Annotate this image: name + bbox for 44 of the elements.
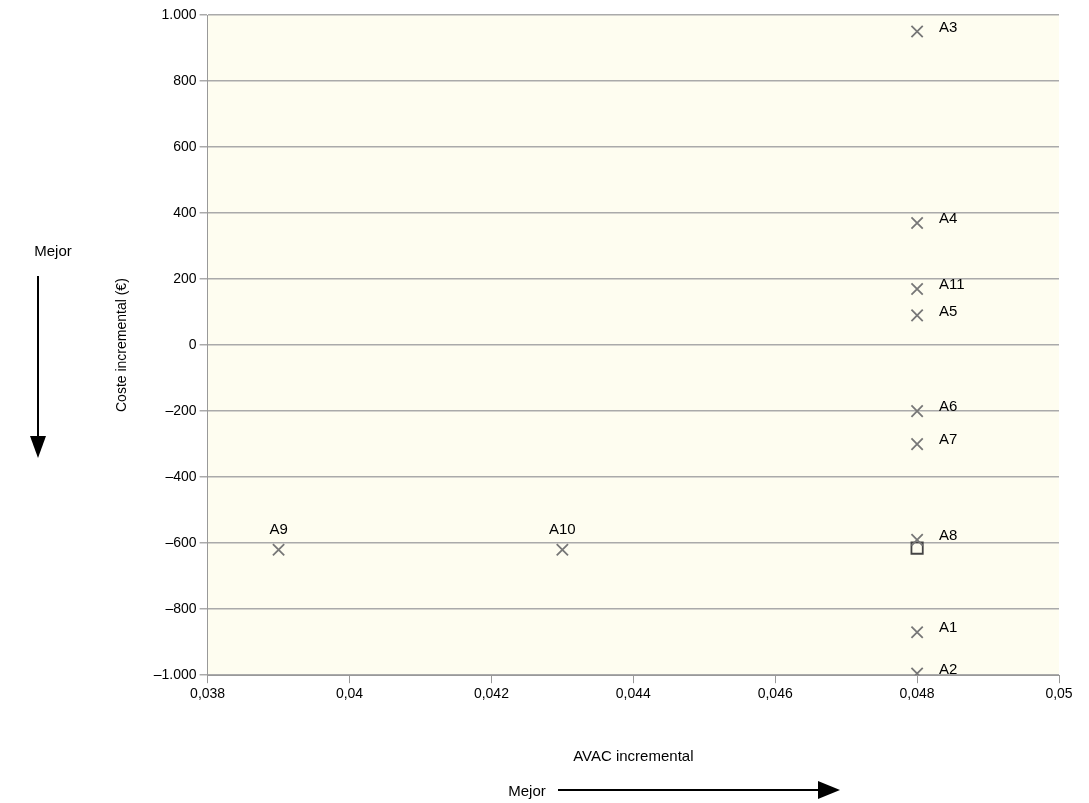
x-tick-label: 0,042: [473, 685, 510, 702]
y-tick-label: –400: [165, 468, 197, 484]
point: [910, 437, 924, 451]
y-tick-label: –800: [165, 600, 197, 617]
x-tick-label: 0,05: [1045, 685, 1073, 702]
annotation: A10: [549, 520, 576, 538]
point: [910, 282, 924, 296]
y-tick-label: 800: [173, 71, 197, 88]
annotation: A11: [939, 275, 965, 293]
point: [910, 625, 924, 639]
point: [910, 216, 924, 230]
point: [910, 541, 924, 555]
annotation: A4: [939, 209, 958, 227]
x-tick-label: 0,04: [335, 685, 364, 702]
y-tick-label: 0: [188, 335, 197, 352]
annotation: A1: [939, 618, 958, 636]
y-tick-label: 200: [173, 269, 197, 286]
y-tick-label: 400: [173, 203, 197, 220]
annotation: A2: [939, 659, 958, 677]
point: [272, 543, 286, 557]
y-tick-label: –600: [165, 534, 197, 551]
y-tick-label: –1.000: [153, 666, 197, 683]
annotation: A9: [269, 520, 288, 538]
x-tick-label: 0,046: [757, 685, 793, 702]
annotation: A6: [939, 397, 958, 415]
y-tick-label: –200: [165, 401, 197, 418]
x-tick-label: 0,048: [899, 685, 935, 702]
y-tick-label: 1.000: [161, 5, 197, 22]
annotation: A8: [939, 526, 958, 543]
x-axis-title: AVAC incremental: [573, 747, 694, 765]
point: [910, 533, 924, 547]
annotation: A7: [939, 430, 958, 448]
annotation: A5: [939, 301, 958, 319]
text: Mejor: [34, 241, 72, 259]
point: [910, 308, 924, 322]
point: [910, 24, 924, 39]
x-tick-label: 0,038: [190, 685, 226, 702]
x-tick-label: 0,044: [615, 685, 652, 702]
annotation: A3: [939, 17, 958, 35]
y-axis-title: Coste incremental (€): [113, 278, 130, 413]
text: Mejor: [508, 781, 546, 799]
point: [555, 543, 569, 557]
point: [910, 404, 924, 418]
y-tick-label: 600: [173, 137, 197, 154]
